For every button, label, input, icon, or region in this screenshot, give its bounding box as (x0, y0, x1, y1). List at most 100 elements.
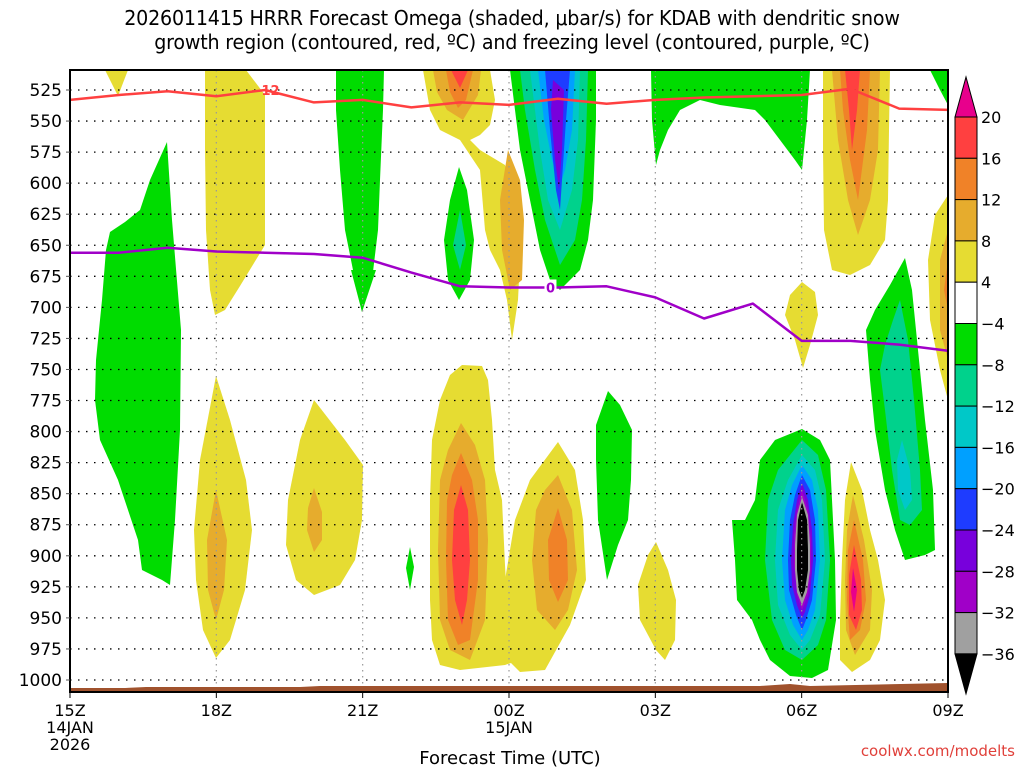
colorbar-arrow-bottom (954, 653, 978, 696)
colorbar-label: −32 (981, 604, 1015, 623)
y-tick-label-725: 725 (30, 329, 62, 349)
colorbar-label: 8 (981, 232, 991, 251)
x-tick-label-15JAN: 15JAN (485, 718, 533, 737)
omega-region-green (406, 547, 414, 590)
colorbar-label: −36 (981, 645, 1015, 664)
colorbar-label: −20 (981, 480, 1015, 499)
y-tick-label-575: 575 (30, 143, 62, 163)
colorbar-swatch (954, 240, 978, 283)
x-tick-label-06Z: 06Z (786, 701, 817, 720)
y-tick-label-975: 975 (30, 640, 62, 660)
colorbar-label: −4 (981, 315, 1005, 334)
temperature-contours: −12 0 (70, 84, 948, 353)
y-tick-label-950: 950 (30, 609, 62, 629)
x-tick-label-2026: 2026 (50, 735, 91, 754)
surface-ground-strip (70, 683, 948, 692)
omega-shading (95, 70, 948, 678)
colorbar-swatch (954, 364, 978, 407)
y-tick-label-600: 600 (30, 174, 62, 194)
chart-title: 2026011415 HRRR Forecast Omega (shaded, … (36, 6, 988, 54)
omega-region-green (95, 142, 181, 585)
y-tick-label-875: 875 (30, 516, 62, 536)
contour-label-freezing-level: 0 (546, 281, 555, 296)
y-tick-label-825: 825 (30, 454, 62, 474)
omega-region-orange (840, 70, 870, 200)
y-tick-label-525: 525 (30, 81, 62, 101)
colorbar-swatch (954, 529, 978, 572)
omega-region-yellow (286, 400, 363, 595)
omega-region-green (596, 391, 632, 580)
colorbar-label: −16 (981, 438, 1015, 457)
omega-region-green (351, 270, 376, 312)
colorbar-swatch (954, 405, 978, 448)
contour-label-dendritic-growth: −12 (251, 84, 280, 99)
y-tick-label-775: 775 (30, 392, 62, 412)
omega-region-orange (500, 150, 524, 290)
omega-region-teal (453, 210, 466, 270)
omega-region-green (930, 70, 948, 105)
colorbar-label: 16 (981, 149, 1001, 168)
colorbar-arrow-top (954, 75, 978, 118)
colorbar-label: −24 (981, 521, 1015, 540)
colorbar-swatch (954, 612, 978, 655)
colorbar-swatch (954, 116, 978, 159)
omega-region-yellow (105, 70, 128, 96)
x-tick-label-09Z: 09Z (932, 701, 963, 720)
y-tick-label-700: 700 (30, 298, 62, 318)
omega-region-yellow (194, 376, 252, 658)
omega-region-black (797, 502, 808, 598)
y-axis-pressure-labels: 525 550 575 600 625 650 675 700 725 750 775 800 825 8… (19, 81, 70, 691)
colorbar-label: 12 (981, 191, 1001, 210)
y-tick-label-550: 550 (30, 112, 62, 132)
omega-region-red (451, 70, 468, 88)
colorbar-swatch (954, 570, 978, 614)
y-tick-label-800: 800 (30, 423, 62, 443)
y-tick-label-925: 925 (30, 578, 62, 598)
omega-region-yellow (785, 282, 818, 368)
colorbar-swatch (954, 323, 978, 366)
omega-region-yellow (928, 195, 948, 400)
credit-link[interactable]: coolwx.com/modelts (861, 742, 1015, 760)
colorbar-label: −12 (981, 397, 1015, 416)
y-tick-label-750: 750 (30, 360, 62, 380)
contour-line-freezing-level (70, 246, 948, 353)
omega-region-orange (548, 508, 568, 602)
omega-region-green (651, 70, 810, 170)
contour-line-dendritic-growth (70, 87, 948, 112)
y-tick-label-1000: 1000 (19, 671, 62, 691)
y-tick-label-900: 900 (30, 547, 62, 567)
x-tick-label-03Z: 03Z (640, 701, 671, 720)
omega-region-red (452, 485, 470, 625)
y-tick-label-850: 850 (30, 485, 62, 505)
x-tick-label-15Z: 15Z (54, 701, 85, 720)
chart-title-line-2: growth region (contoured, red, ºC) and f… (154, 30, 870, 54)
colorbar-label: 20 (981, 108, 1001, 127)
omega-region-cyan (897, 440, 912, 510)
colorbar-swatch (954, 488, 978, 531)
omega-region-yellow (205, 70, 265, 315)
colorbar-swatch (954, 199, 978, 242)
x-tick-label-00Z: 00Z (493, 701, 524, 720)
omega-region-orange (446, 70, 473, 108)
contour-label-bg (544, 279, 557, 296)
colorbar-label: −28 (981, 562, 1015, 581)
x-tick-label-14JAN: 14JAN (46, 718, 94, 737)
omega-region-orange (307, 488, 322, 552)
omega-region-orange (940, 230, 948, 360)
omega-region-yellow (638, 542, 676, 660)
colorbar-swatch (954, 157, 978, 201)
omega-region-orange (207, 490, 227, 620)
chart-title-line-1: 2026011415 HRRR Forecast Omega (shaded, … (124, 6, 900, 30)
omega-region-purple (551, 80, 564, 190)
x-tick-label-21Z: 21Z (347, 701, 378, 720)
y-tick-label-625: 625 (30, 205, 62, 225)
x-axis-title: Forecast Time (UTC) (419, 748, 600, 768)
colorbar-swatch (954, 446, 978, 490)
y-tick-label-675: 675 (30, 267, 62, 287)
colorbar-legend: 20 16 12 8 4 −4 −8 −12 −16 −20 −24 −28 −32 −36 (954, 75, 1015, 696)
omega-region-green (336, 70, 384, 312)
colorbar-label: −8 (981, 356, 1005, 375)
colorbar-label: 4 (981, 273, 991, 292)
